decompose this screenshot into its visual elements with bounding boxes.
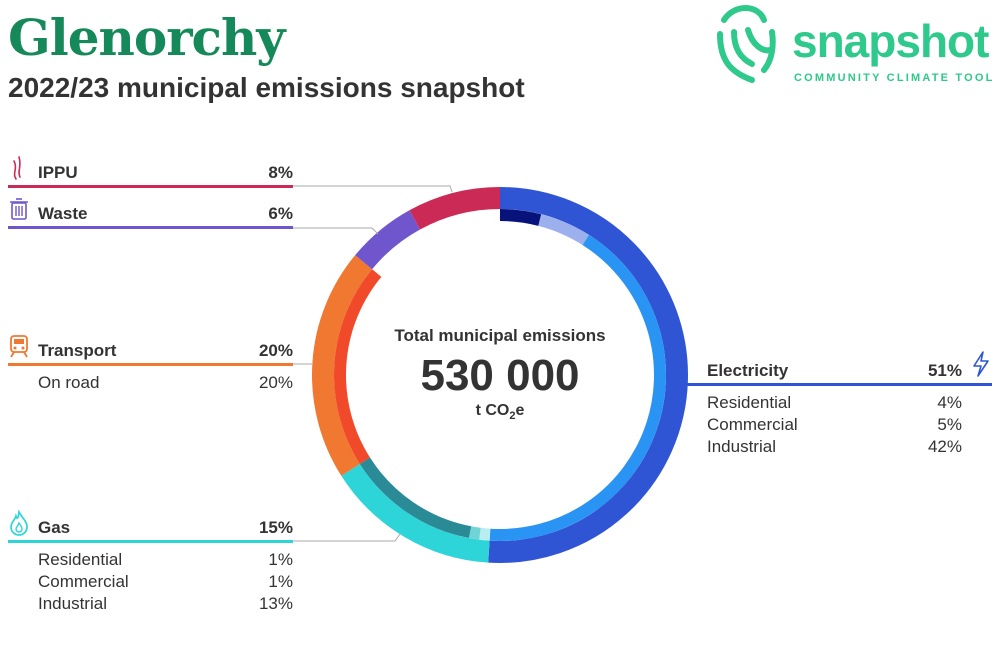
category-bar-ippu (8, 185, 293, 188)
donut-slice-gas (341, 463, 490, 563)
category-label-waste: Waste (38, 204, 88, 223)
donut-subslice-gas-commercial (468, 526, 481, 540)
flame-icon (10, 510, 28, 536)
category-waste: Waste 6% (8, 198, 293, 230)
trash-icon (10, 198, 28, 220)
leader-line-gas (293, 533, 401, 542)
total-unit: t CO2e (475, 402, 525, 423)
donut-slice-ippu (409, 187, 501, 230)
donut-subslice-transport-on-road (334, 269, 382, 464)
donut-center-label: Total municipal emissions 530 000 t CO2e (380, 326, 620, 422)
category-label-ippu: IPPU (38, 163, 78, 182)
category-label-electricity: Electricity (707, 361, 789, 380)
train-icon (10, 335, 28, 358)
page-subtitle: 2022/23 municipal emissions snapshot (8, 72, 525, 103)
subcategory-transport-on-road: On road 20% (38, 373, 293, 392)
subcategory-electricity-commercial: Commercial 5% (707, 415, 962, 434)
category-percent-gas: 15% (258, 518, 293, 537)
category-bar-waste (8, 226, 293, 229)
donut-slice-waste (355, 210, 421, 270)
category-percent-transport: 20% (258, 341, 293, 360)
donut-slice-transport (312, 255, 373, 476)
donut-subslice-gas-industrial (359, 457, 472, 539)
subcategory-gas-residential: Residential 1% (38, 550, 293, 569)
page-title: Glenorchy (8, 8, 285, 67)
category-label-gas: Gas (38, 518, 71, 537)
donut-subslice-electricity-commercial (538, 214, 589, 246)
total-label: Total municipal emissions (394, 326, 606, 345)
subcategory-gas-commercial: Commercial 1% (38, 572, 293, 591)
fingerprint-icon (717, 5, 776, 83)
smoke-icon (13, 156, 21, 180)
category-bar-electricity (677, 383, 992, 386)
donut-subslice-gas-residential (479, 527, 491, 541)
category-percent-waste: 6% (268, 204, 293, 223)
category-bar-transport (8, 363, 293, 366)
total-value: 530 000 (420, 351, 580, 400)
logo-wordmark: snapshot (792, 15, 989, 67)
leader-line-ippu (293, 185, 453, 193)
leader-line-waste (293, 227, 379, 235)
category-electricity: Electricity 51% (677, 361, 992, 387)
category-ippu: IPPU 8% (8, 156, 293, 189)
category-bar-gas (8, 540, 293, 543)
category-label-transport: Transport (38, 341, 117, 360)
category-gas: Gas 15% (8, 510, 293, 544)
donut-subslice-electricity-residential (499, 209, 542, 226)
subcategory-gas-industrial: Industrial 13% (38, 594, 293, 613)
subcategory-electricity-industrial: Industrial 42% (707, 437, 962, 456)
subcategory-electricity-residential: Residential 4% (707, 393, 962, 412)
category-percent-ippu: 8% (268, 163, 293, 182)
category-transport: Transport 20% (8, 335, 293, 367)
snapshot-logo: snapshot COMMUNITY CLIMATE TOOL (712, 0, 1000, 90)
category-percent-electricity: 51% (927, 361, 962, 380)
logo-tagline: COMMUNITY CLIMATE TOOL (794, 72, 995, 84)
donut-subslice-electricity-industrial (489, 234, 666, 541)
lightning-icon (973, 351, 989, 377)
donut-slice-electricity (488, 187, 688, 563)
